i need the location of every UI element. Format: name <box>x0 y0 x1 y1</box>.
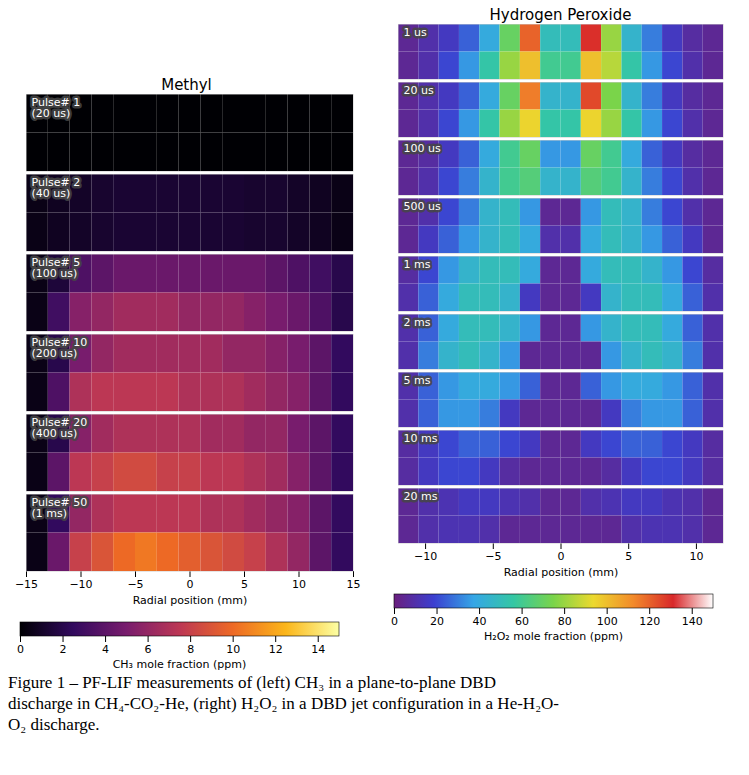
svg-text:0: 0 <box>558 550 565 563</box>
svg-text:−15: −15 <box>15 578 38 591</box>
html-text:Hydrogen Peroxide: Hydrogen Peroxide <box>489 6 632 24</box>
svg-text:0: 0 <box>187 578 194 591</box>
svg-text:500 us: 500 us <box>404 200 441 213</box>
svg-text:140: 140 <box>682 615 703 628</box>
svg-text:−10: −10 <box>414 550 437 563</box>
svg-text:2: 2 <box>60 643 67 656</box>
svg-text:120: 120 <box>639 615 660 628</box>
svg-text:Radial position (mm): Radial position (mm) <box>504 566 619 579</box>
svg-text:6: 6 <box>145 643 152 656</box>
svg-text:Pulse# 1(20 us): Pulse# 1(20 us) <box>32 96 81 120</box>
svg-text:2 ms: 2 ms <box>404 316 431 329</box>
svg-text:5 ms: 5 ms <box>404 374 431 387</box>
svg-text:10 ms: 10 ms <box>404 432 438 445</box>
svg-text:Pulse# 20(400 us): Pulse# 20(400 us) <box>32 416 88 440</box>
svg-text:5: 5 <box>241 578 248 591</box>
svg-text:100 us: 100 us <box>404 142 441 155</box>
html-text:Methyl: Methyl <box>161 76 212 94</box>
svg-text:60: 60 <box>515 615 529 628</box>
svg-text:Pulse# 50(1 ms): Pulse# 50(1 ms) <box>32 496 88 520</box>
svg-text:−5: −5 <box>127 578 143 591</box>
svg-text:4: 4 <box>102 643 109 656</box>
svg-text:10: 10 <box>689 550 703 563</box>
svg-text:20: 20 <box>430 615 444 628</box>
svg-text:0: 0 <box>17 643 24 656</box>
svg-text:1 us: 1 us <box>404 26 427 39</box>
svg-text:Pulse# 10(200 us): Pulse# 10(200 us) <box>32 336 88 360</box>
svg-text:CH₃ mole fraction (ppm): CH₃ mole fraction (ppm) <box>113 658 247 671</box>
svg-text:Pulse# 2(40 us): Pulse# 2(40 us) <box>32 176 81 200</box>
svg-text:100: 100 <box>597 615 618 628</box>
svg-text:8: 8 <box>187 643 194 656</box>
svg-text:12: 12 <box>269 643 283 656</box>
svg-text:20 ms: 20 ms <box>404 490 438 503</box>
svg-text:5: 5 <box>625 550 632 563</box>
svg-text:10: 10 <box>292 578 306 591</box>
svg-text:10: 10 <box>226 643 240 656</box>
svg-text:20 us: 20 us <box>404 84 434 97</box>
html-text:Figure 1 – PF-LIF measurements: Figure 1 – PF-LIF measurements of (left)… <box>8 673 559 734</box>
svg-text:15: 15 <box>347 578 361 591</box>
svg-text:80: 80 <box>558 615 572 628</box>
svg-text:40: 40 <box>473 615 487 628</box>
svg-text:Radial position (mm): Radial position (mm) <box>133 594 248 607</box>
svg-text:14: 14 <box>311 643 325 656</box>
svg-text:Pulse# 5(100 us): Pulse# 5(100 us) <box>32 256 81 280</box>
svg-text:0: 0 <box>391 615 398 628</box>
svg-text:1 ms: 1 ms <box>404 258 431 271</box>
svg-text:−5: −5 <box>485 550 501 563</box>
svg-text:H₂O₂ mole fraction (ppm): H₂O₂ mole fraction (ppm) <box>484 630 623 643</box>
svg-text:−10: −10 <box>69 578 92 591</box>
